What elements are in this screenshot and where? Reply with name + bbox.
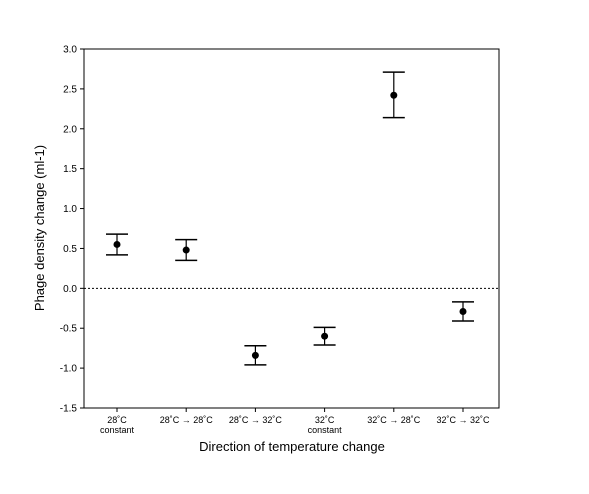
- y-tick-label: 1.0: [63, 204, 77, 215]
- data-point: [182, 246, 190, 254]
- y-axis: 3.0 2.5 2.0 1.5 1.0 0.5 0.0 -0.5 -1.0 -1.5: [60, 45, 84, 415]
- x-tick-label: 28˚C → 32˚C: [229, 415, 283, 425]
- x-tick-label: 32˚C → 28˚C: [367, 415, 421, 425]
- plot-frame: [83, 48, 500, 409]
- y-axis-title: Phage density change (ml-1): [32, 145, 47, 311]
- data-point: [113, 240, 121, 248]
- y-tick-label: 0.5: [63, 244, 77, 255]
- y-tick-label: -1.5: [60, 404, 78, 415]
- x-tick-label: 32˚C → 32˚C: [436, 415, 490, 425]
- y-tick-label: 1.5: [63, 164, 77, 175]
- x-tick-label: 28˚C: [107, 415, 127, 425]
- x-tick-label: 28˚C → 28˚C: [160, 415, 214, 425]
- data-point: [459, 307, 467, 315]
- x-tick-label-line2: constant: [308, 425, 343, 435]
- x-tick-label-line2: constant: [100, 425, 135, 435]
- data-point: [251, 351, 259, 359]
- data-point: [321, 332, 329, 340]
- y-tick-label: -0.5: [60, 324, 78, 335]
- data-point: [390, 91, 398, 99]
- x-axis-title: Direction of temperature change: [199, 439, 385, 454]
- y-tick-label: 0.0: [63, 284, 77, 295]
- y-tick-label: 3.0: [63, 45, 77, 56]
- y-tick-label: 2.0: [63, 124, 77, 135]
- data-marks: [106, 71, 474, 366]
- y-tick-label: -1.0: [60, 364, 78, 375]
- y-tick-label: 2.5: [63, 84, 77, 95]
- x-tick-label: 32˚C: [315, 415, 335, 425]
